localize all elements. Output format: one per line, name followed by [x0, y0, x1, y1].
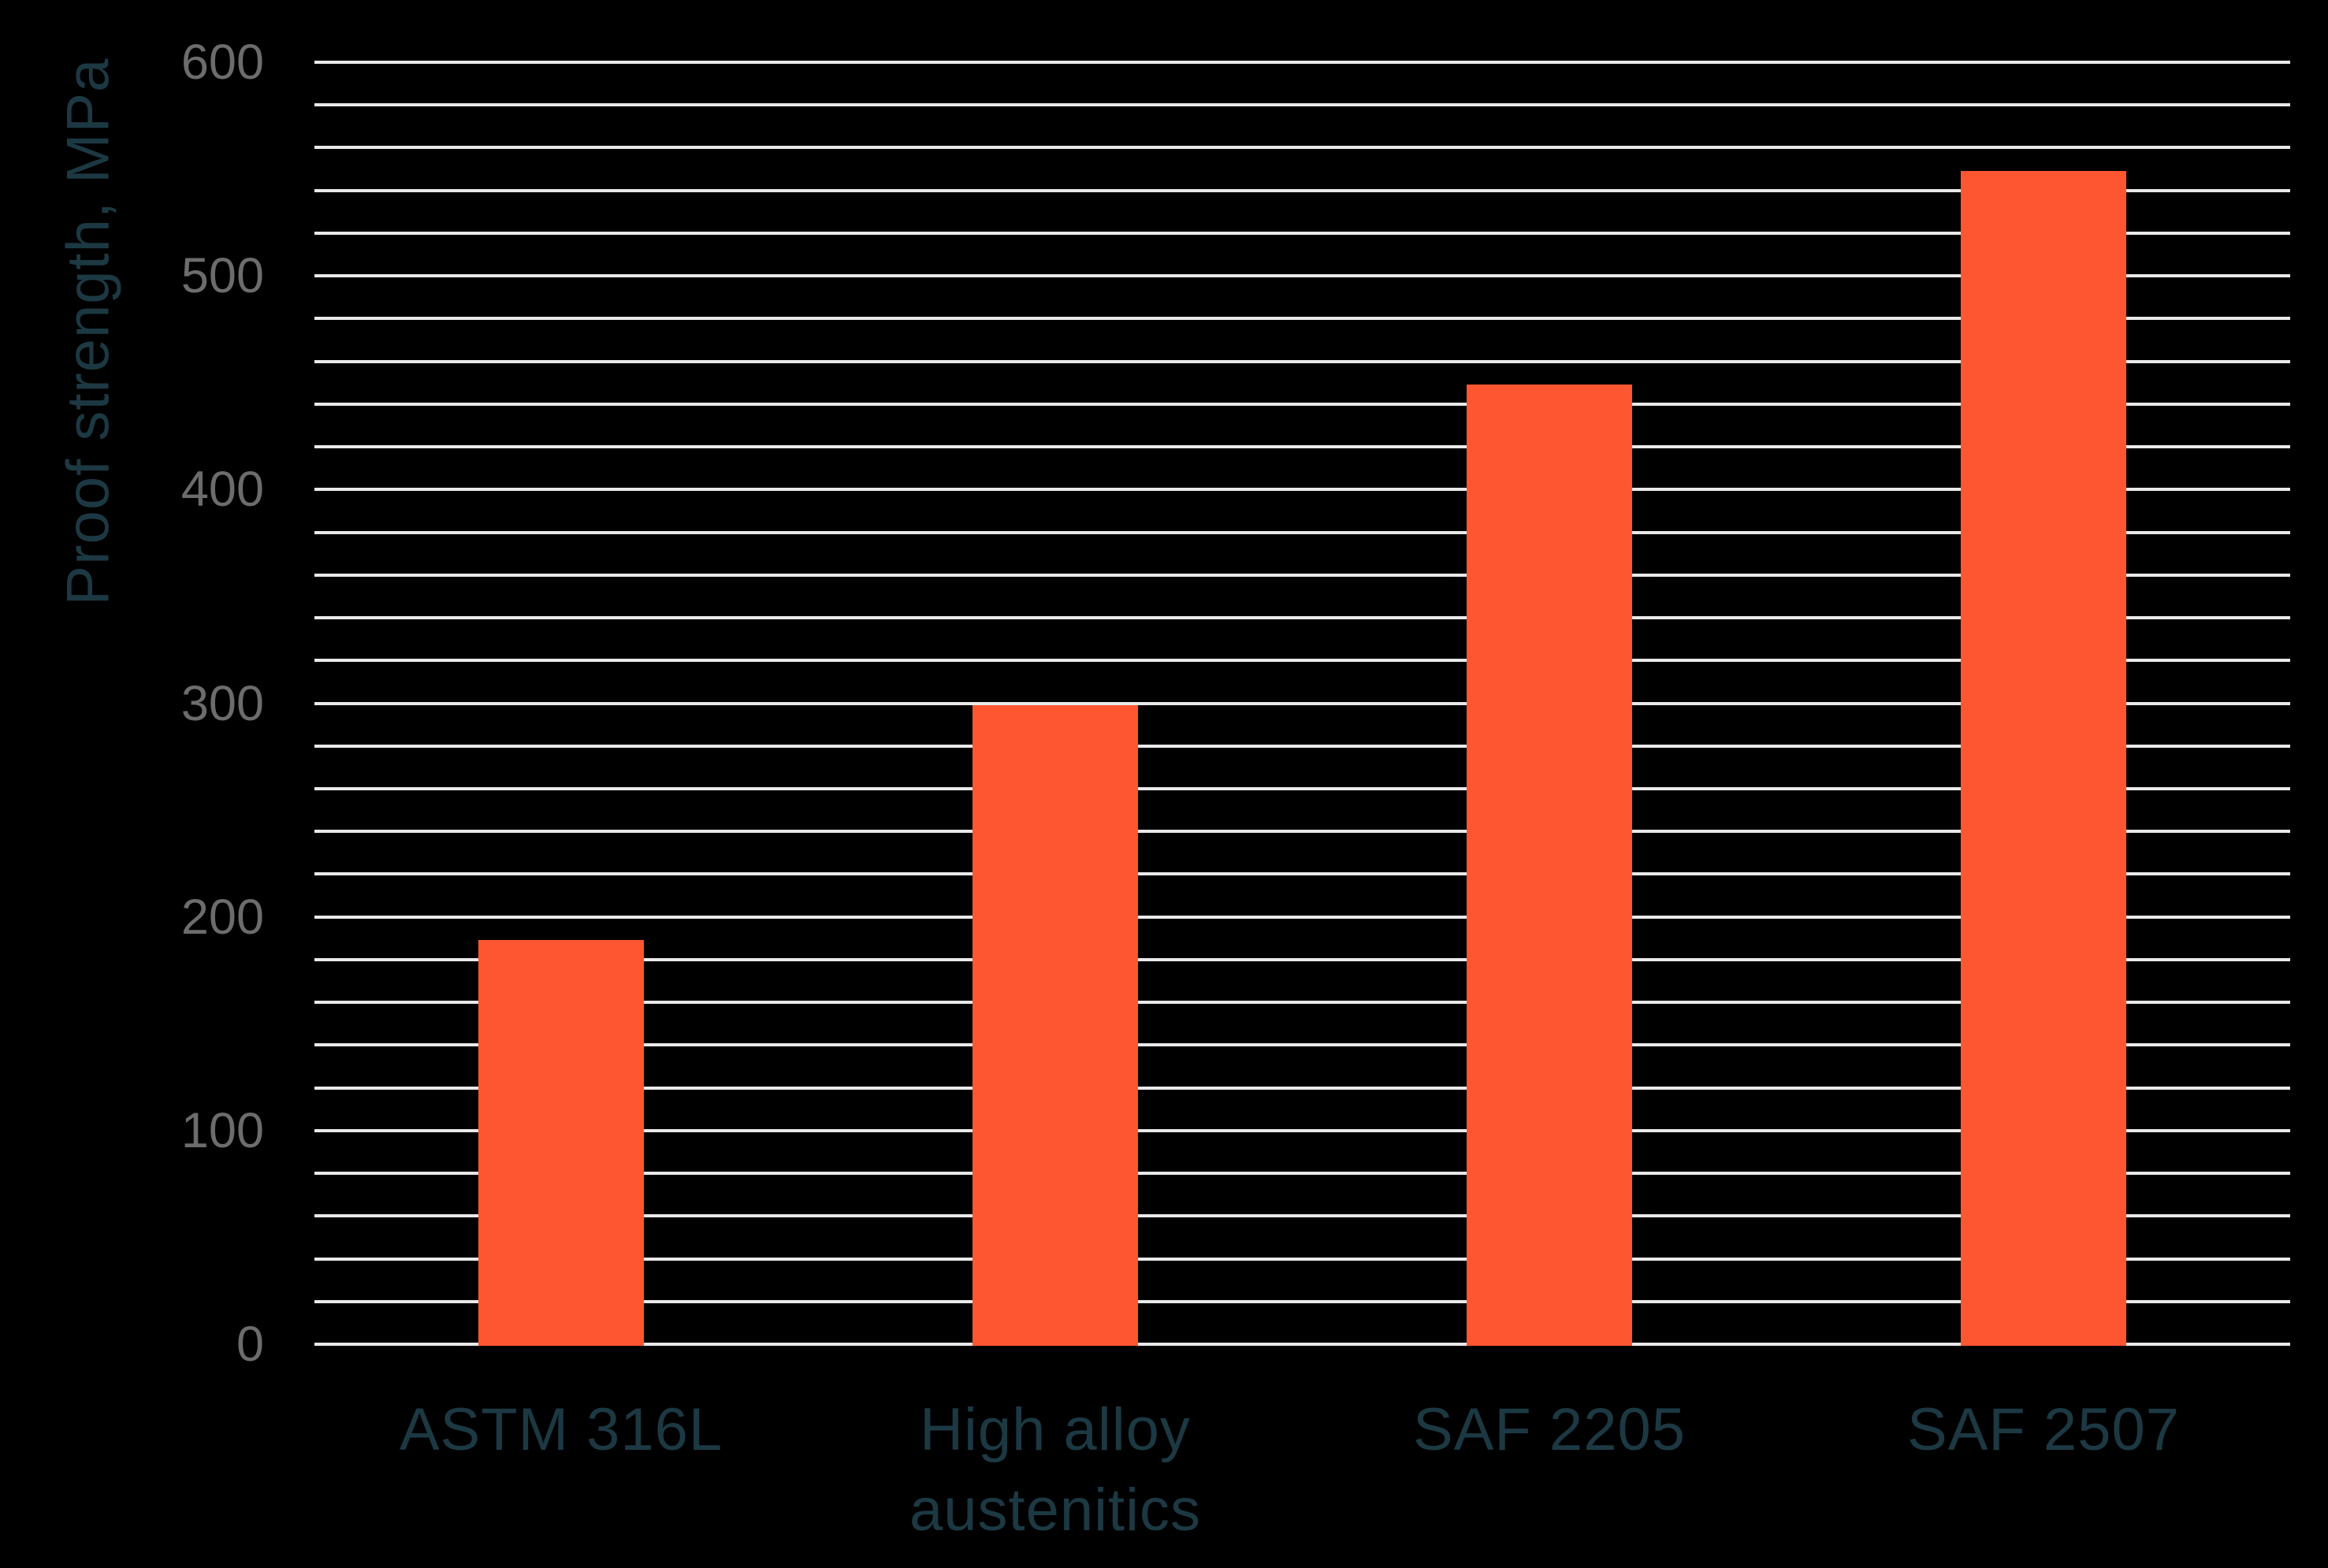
- bar-saf-2507: [1961, 171, 2126, 1346]
- gridline: [314, 188, 2290, 192]
- gridline: [314, 359, 2290, 363]
- gridline: [314, 701, 2290, 705]
- bar-astm-316l: [478, 940, 644, 1346]
- gridline: [314, 1257, 2290, 1261]
- y-tick-label: 400: [180, 462, 264, 518]
- gridline: [314, 402, 2290, 406]
- gridline: [314, 1001, 2290, 1005]
- y-tick-label: 500: [180, 248, 264, 304]
- y-axis-title: Proof strength, MPa: [54, 58, 122, 606]
- x-category-label: High alloy austenitics: [909, 1396, 1202, 1544]
- gridline: [314, 61, 2290, 64]
- gridline: [314, 915, 2290, 919]
- gridline: [314, 445, 2290, 449]
- gridline: [314, 744, 2290, 748]
- gridline: [314, 530, 2290, 534]
- gridline: [314, 103, 2290, 107]
- bar-high-alloy-austenitics: [972, 705, 1138, 1346]
- bar-saf-2205: [1467, 385, 1632, 1346]
- gridline: [314, 830, 2290, 834]
- y-tick-label: 300: [180, 675, 264, 731]
- gridline: [314, 1043, 2290, 1047]
- gridline: [314, 573, 2290, 577]
- gridline: [314, 488, 2290, 492]
- gridline: [314, 957, 2290, 961]
- gridline: [314, 1128, 2290, 1132]
- y-tick-label: 200: [180, 889, 264, 945]
- x-category-label: SAF 2507: [1907, 1396, 2180, 1463]
- gridline: [314, 659, 2290, 663]
- gridline: [314, 786, 2290, 790]
- gridline: [314, 1214, 2290, 1218]
- x-category-label: ASTM 316L: [399, 1396, 723, 1463]
- x-category-label: SAF 2205: [1413, 1396, 1686, 1463]
- gridline: [314, 1343, 2290, 1346]
- gridline: [314, 317, 2290, 321]
- gridline: [314, 1172, 2290, 1176]
- y-tick-label: 100: [180, 1102, 264, 1158]
- gridline: [314, 231, 2290, 235]
- gridline: [314, 274, 2290, 278]
- gridline: [314, 1299, 2290, 1303]
- gridline: [314, 616, 2290, 620]
- y-tick-label: 600: [180, 35, 264, 90]
- gridline: [314, 872, 2290, 876]
- gridline: [314, 146, 2290, 150]
- y-tick-label: 0: [236, 1317, 264, 1372]
- gridline: [314, 1086, 2290, 1090]
